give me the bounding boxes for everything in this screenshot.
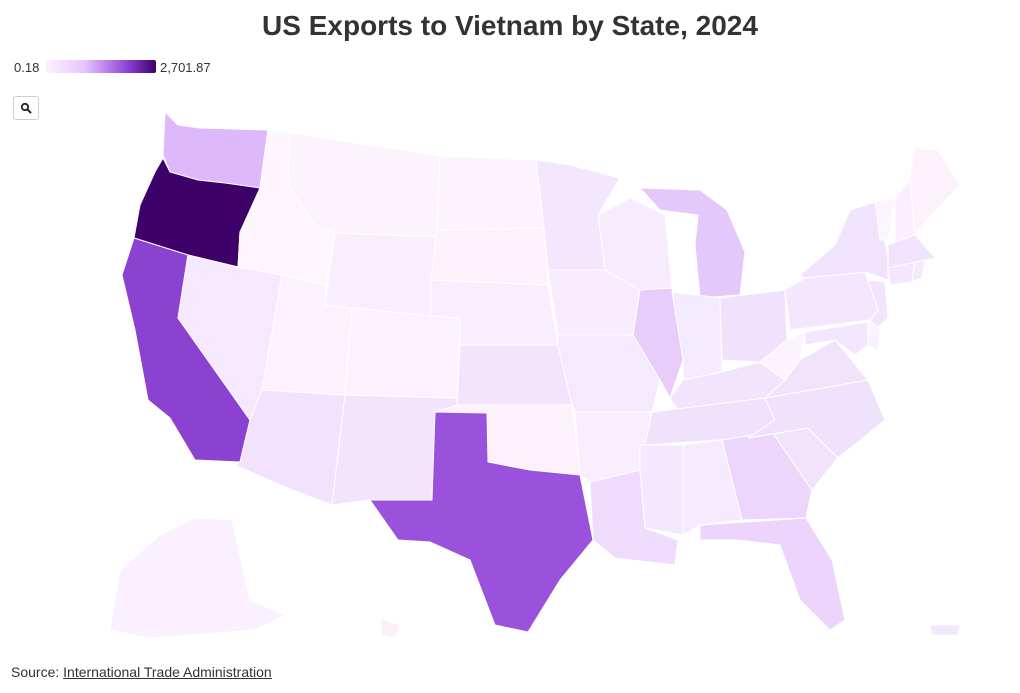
state-va[interactable]	[763, 339, 869, 399]
state-al[interactable]	[682, 439, 743, 536]
state-ma[interactable]	[887, 234, 936, 269]
zoom-button[interactable]	[13, 96, 39, 120]
state-ms[interactable]	[639, 444, 684, 536]
source-link[interactable]: International Trade Administration	[63, 664, 272, 680]
state-ny[interactable]	[799, 201, 889, 281]
state-ks[interactable]	[456, 344, 573, 406]
state-nc[interactable]	[747, 379, 886, 459]
state-me[interactable]	[909, 147, 961, 237]
state-wy[interactable]	[324, 232, 438, 317]
state-nd[interactable]	[436, 155, 545, 231]
state-pr[interactable]	[929, 624, 961, 636]
source-note: Source: International Trade Administrati…	[11, 664, 272, 680]
state-hi[interactable]	[379, 617, 401, 639]
state-ri[interactable]	[911, 259, 926, 283]
state-ak[interactable]	[109, 517, 287, 639]
state-md[interactable]	[804, 321, 869, 356]
legend-color-scale	[46, 60, 156, 73]
state-pa[interactable]	[784, 271, 879, 331]
state-fl[interactable]	[699, 517, 846, 631]
legend-max-label: 2,701.87	[160, 60, 211, 75]
state-mi[interactable]	[638, 187, 746, 299]
source-prefix: Source:	[11, 664, 60, 680]
state-co[interactable]	[344, 307, 461, 399]
state-tx[interactable]	[369, 411, 594, 633]
state-de[interactable]	[867, 318, 881, 353]
legend-min-label: 0.18	[14, 60, 40, 75]
state-sd[interactable]	[430, 227, 549, 286]
state-wv[interactable]	[759, 331, 806, 381]
search-icon	[20, 102, 32, 114]
map-title: US Exports to Vietnam by State, 2024	[262, 10, 758, 41]
state-vt[interactable]	[874, 197, 896, 241]
